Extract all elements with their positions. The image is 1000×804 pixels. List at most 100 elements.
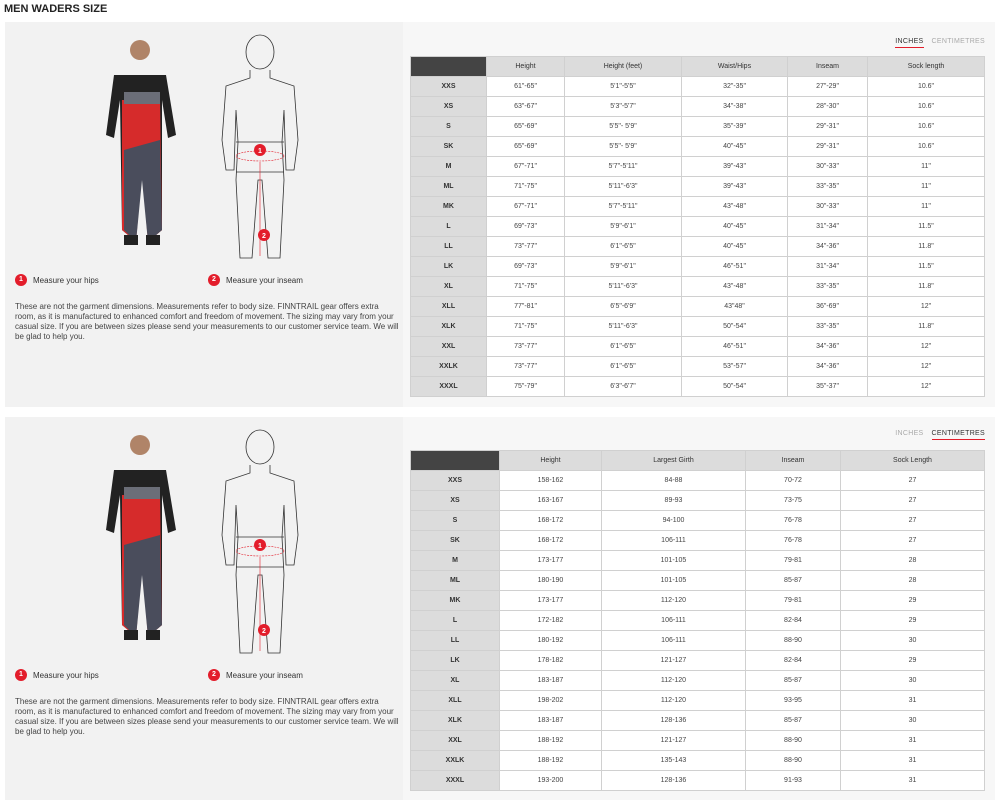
- table-cell: 76-78: [745, 510, 841, 531]
- legend-inseam-label: Measure your inseam: [226, 275, 303, 285]
- table-row: M 173-177 101-105 79-81 28: [410, 550, 985, 571]
- table-row: XXXL 75"-79" 6'3"-6'7" 50"-54" 35"-37" 12": [410, 376, 985, 397]
- table-cell: 121-127: [601, 730, 746, 751]
- table-row: LK 69"-73" 5'9"-6'1" 46"-51" 31"-34" 11.5": [410, 256, 985, 277]
- table-cell: 30"-33": [787, 156, 868, 177]
- table-cell: 31: [840, 730, 985, 751]
- size-label: XS: [410, 96, 487, 117]
- size-label: SK: [410, 136, 487, 157]
- table-cell: 5'11"-6'3": [564, 176, 682, 197]
- table-cell: 30: [840, 630, 985, 651]
- table-cell: 65"-69": [486, 136, 565, 157]
- legend-hips-label: Measure your hips: [33, 275, 99, 285]
- table-cell: 163-167: [499, 490, 602, 511]
- table-cell: 28: [840, 570, 985, 591]
- table-row: MK 173-177 112-120 79-81 29: [410, 590, 985, 611]
- table-cell: 67"-71": [486, 156, 565, 177]
- svg-text:1: 1: [258, 148, 262, 155]
- table-row: XLL 198-202 112-120 93-95 31: [410, 690, 985, 711]
- table-cell: 43"-48": [681, 196, 788, 217]
- table-cell: 31: [840, 750, 985, 771]
- number-2-icon: 2: [208, 669, 220, 681]
- table-cell: 10.6": [867, 76, 985, 97]
- table-row: XL 71"-75" 5'11"-6'3" 43"-48" 33"-35" 11.8": [410, 276, 985, 297]
- table-cell: 180-190: [499, 570, 602, 591]
- table-cell: 34"-36": [787, 356, 868, 377]
- table-cell: 5'1"-5'5": [564, 76, 682, 97]
- table-cell: 75"-79": [486, 376, 565, 397]
- table-cell: 35"-37": [787, 376, 868, 397]
- table-cell: 135-143: [601, 750, 746, 771]
- table-cell: 5'5"- 5'9": [564, 116, 682, 137]
- table-cell: 29"-31": [787, 116, 868, 137]
- table-cell: 12": [867, 336, 985, 357]
- table-cell: 6'3"-6'7": [564, 376, 682, 397]
- model-photo: [106, 40, 176, 245]
- table-cell: 101-105: [601, 570, 746, 591]
- table-row: SK 65"-69" 5'5"- 5'9" 40"-45" 29"-31" 10.6": [410, 136, 985, 157]
- size-label: MK: [410, 196, 487, 217]
- table-row: ML 180-190 101-105 85-87 28: [410, 570, 985, 591]
- table-cell: 173-177: [499, 550, 602, 571]
- table-cell: 94-100: [601, 510, 746, 531]
- tab-centimetres[interactable]: CENTIMETRES: [931, 430, 985, 440]
- table-cell: 172-182: [499, 610, 602, 631]
- size-label: XXLK: [410, 356, 487, 377]
- legend-hips: 1 Measure your hips: [15, 669, 99, 681]
- table-cell: 29: [840, 650, 985, 671]
- table-row: LK 178-182 121-127 82-84 29: [410, 650, 985, 671]
- size-label: XLK: [410, 316, 487, 337]
- table-row: XLK 71"-75" 5'11"-6'3" 50"-54" 33"-35" 11.8": [410, 316, 985, 337]
- table-cell: 33"-35": [787, 176, 868, 197]
- tab-centimetres[interactable]: CENTIMETRES: [931, 38, 985, 45]
- number-1-icon: 1: [15, 274, 27, 286]
- table-cell: 5'3"-5'7": [564, 96, 682, 117]
- table-cell: 82-84: [745, 610, 841, 631]
- table-cell: 121-127: [601, 650, 746, 671]
- table-cell: 178-182: [499, 650, 602, 671]
- header-row: Height Largest Girth Inseam Sock Length: [410, 450, 985, 471]
- table-cell: 40"-45": [681, 236, 788, 257]
- size-label: M: [410, 550, 500, 571]
- table-cell: 69"-73": [486, 216, 565, 237]
- table-cell: 91-93: [745, 770, 841, 791]
- table-row: XXLK 73"-77" 6'1"-6'5" 53"-57" 34"-36" 12": [410, 356, 985, 377]
- table-cell: 5'9"-6'1": [564, 256, 682, 277]
- tab-inches[interactable]: INCHES: [895, 430, 924, 437]
- unit-tabs: INCHES CENTIMETRES: [895, 38, 985, 48]
- table-row: XLK 183-187 128-136 85-87 30: [410, 710, 985, 731]
- table-cell: 63"-67": [486, 96, 565, 117]
- table-row: XXL 73"-77" 6'1"-6'5" 46"-51" 34"-36" 12": [410, 336, 985, 357]
- table-cell: 79-81: [745, 590, 841, 611]
- table-row: XXLK 188-192 135-143 88-90 31: [410, 750, 985, 771]
- table-cell: 89-93: [601, 490, 746, 511]
- table-row: L 172-182 106-111 82-84 29: [410, 610, 985, 631]
- table-cell: 65"-69": [486, 116, 565, 137]
- svg-text:2: 2: [262, 233, 266, 240]
- table-cell: 183-187: [499, 670, 602, 691]
- column-header: Height: [486, 56, 565, 77]
- table-cell: 34"-36": [787, 236, 868, 257]
- table-row: L 69"-73" 5'9"-6'1" 40"-45" 31"-34" 11.5": [410, 216, 985, 237]
- column-header: Sock length: [867, 56, 985, 77]
- size-label: XXL: [410, 336, 487, 357]
- table-cell: 27: [840, 530, 985, 551]
- table-cell: 40"-45": [681, 136, 788, 157]
- model-photo: [106, 435, 176, 640]
- table-cell: 188-192: [499, 750, 602, 771]
- table-cell: 73"-77": [486, 236, 565, 257]
- table-cell: 71"-75": [486, 276, 565, 297]
- inches-panel: 1 2 1 Measure your hips 2 Measure your ins…: [5, 22, 995, 407]
- size-label: XLK: [410, 710, 500, 731]
- table-cell: 29: [840, 590, 985, 611]
- table-cell: 168-172: [499, 510, 602, 531]
- column-header: [410, 450, 500, 471]
- table-cell: 43"48": [681, 296, 788, 317]
- table-cell: 101-105: [601, 550, 746, 571]
- size-label: ML: [410, 176, 487, 197]
- tab-inches[interactable]: INCHES: [895, 38, 924, 48]
- table-cell: 46"-51": [681, 336, 788, 357]
- size-label: LK: [410, 650, 500, 671]
- table-cell: 85-87: [745, 710, 841, 731]
- table-cell: 73"-77": [486, 336, 565, 357]
